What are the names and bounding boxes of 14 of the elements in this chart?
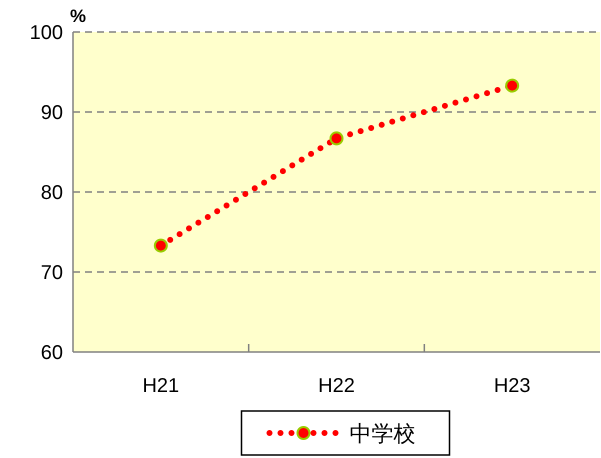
y-axis-title: % [70,6,86,26]
y-tick-label: 70 [40,262,63,284]
point [154,238,168,253]
x-tick-label: H23 [494,375,531,397]
point [505,78,520,93]
point [330,131,344,146]
y-tick-label: 90 [40,102,63,124]
x-tick-label: H21 [142,375,180,397]
y-tick-label: 100 [30,22,63,44]
legend-label: 中学校 [350,421,416,446]
y-tick-label: 60 [40,342,63,364]
x-tick-label: H22 [318,375,355,397]
y-tick-label: 80 [40,182,63,204]
legend: 中学校 [240,410,450,456]
